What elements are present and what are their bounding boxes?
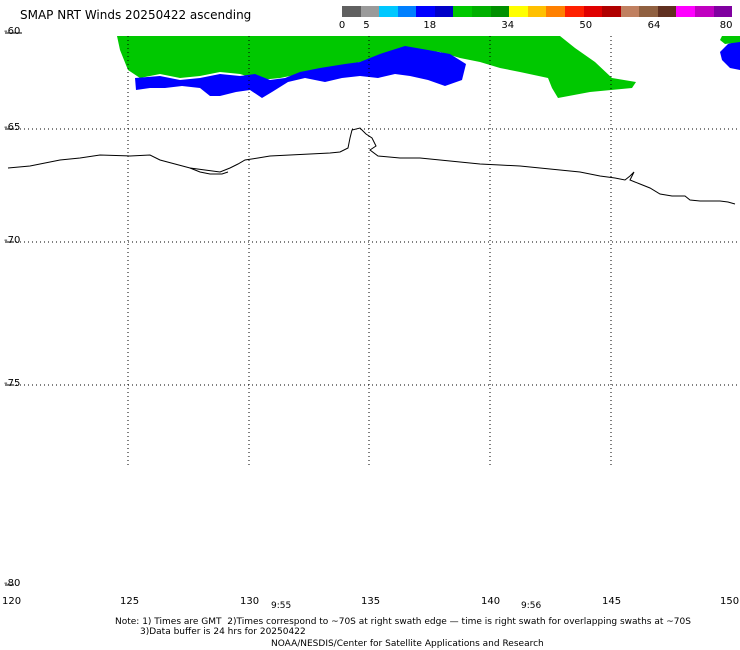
colorbar-segment (434, 6, 454, 17)
wind-swath-green (117, 36, 636, 98)
colorbar-segment (620, 6, 640, 17)
colorbar-tick-label: 5 (363, 20, 370, 31)
lat-label-70: -70 (4, 235, 21, 246)
footer-credit: NOAA/NESDIS/Center for Satellite Applica… (271, 639, 544, 649)
colorbar-tick-labels: 0 5 18 34 50 64 80 (338, 20, 733, 32)
colorbar-segment (379, 6, 398, 17)
lon-label-140: 140 (481, 596, 501, 607)
colorbar-tick-label: 34 (501, 20, 515, 31)
wind-swath-green-east (720, 36, 740, 44)
lat-lon-grid (8, 36, 740, 465)
lon-label-125: 125 (120, 596, 140, 607)
colorbar-segment (583, 6, 603, 17)
lon-label-145: 145 (602, 596, 622, 607)
antarctic-coastline (7, 127, 736, 205)
swath-time-1: 9:55 (271, 601, 292, 611)
lon-label-120: 120 (2, 596, 22, 607)
lon-label-130: 130 (240, 596, 260, 607)
footer-note-line2: 3)Data buffer is 24 hrs for 20250422 (140, 627, 306, 637)
colorbar-segment (639, 6, 658, 17)
colorbar-segment (509, 6, 528, 17)
colorbar-segment (602, 6, 621, 17)
colorbar-tick-label: 80 (719, 20, 733, 31)
colorbar-segment (546, 6, 565, 17)
wind-swath-blue-east (720, 40, 740, 70)
colorbar-tick-label: 64 (647, 20, 661, 31)
colorbar-tick-label: 50 (579, 20, 593, 31)
colorbar-segment (713, 6, 733, 17)
lat-label-80: -80 (4, 578, 21, 589)
wind-speed-colorbar (342, 6, 733, 17)
wind-swath-blue (135, 46, 466, 98)
colorbar-segment (676, 6, 695, 17)
colorbar-segment (564, 6, 584, 17)
colorbar-segment (360, 6, 380, 17)
colorbar-segment (453, 6, 473, 17)
footer-note-line1: Note: 1) Times are GMT 2)Times correspon… (115, 617, 691, 627)
colorbar-segment (490, 6, 510, 17)
colorbar-tick-label: 0 (338, 20, 346, 31)
map-title: SMAP NRT Winds 20250422 ascending (20, 8, 252, 22)
lat-label-75: -75 (4, 378, 21, 389)
colorbar-segment (416, 6, 435, 17)
coastline-bay (189, 167, 229, 175)
colorbar-segment (657, 6, 677, 17)
swath-time-2: 9:56 (521, 601, 542, 611)
colorbar-segment (397, 6, 417, 17)
colorbar-tick-label: 18 (423, 20, 437, 31)
lat-label-60: -60 (4, 26, 21, 37)
colorbar-segment (342, 6, 361, 17)
colorbar-segment (472, 6, 491, 17)
lon-label-135: 135 (361, 596, 381, 607)
lon-label-150: 150 (720, 596, 740, 607)
lat-tick-marks (5, 32, 22, 586)
lat-label-65: -65 (4, 122, 21, 133)
colorbar-segment (694, 6, 714, 17)
colorbar-segment (527, 6, 547, 17)
